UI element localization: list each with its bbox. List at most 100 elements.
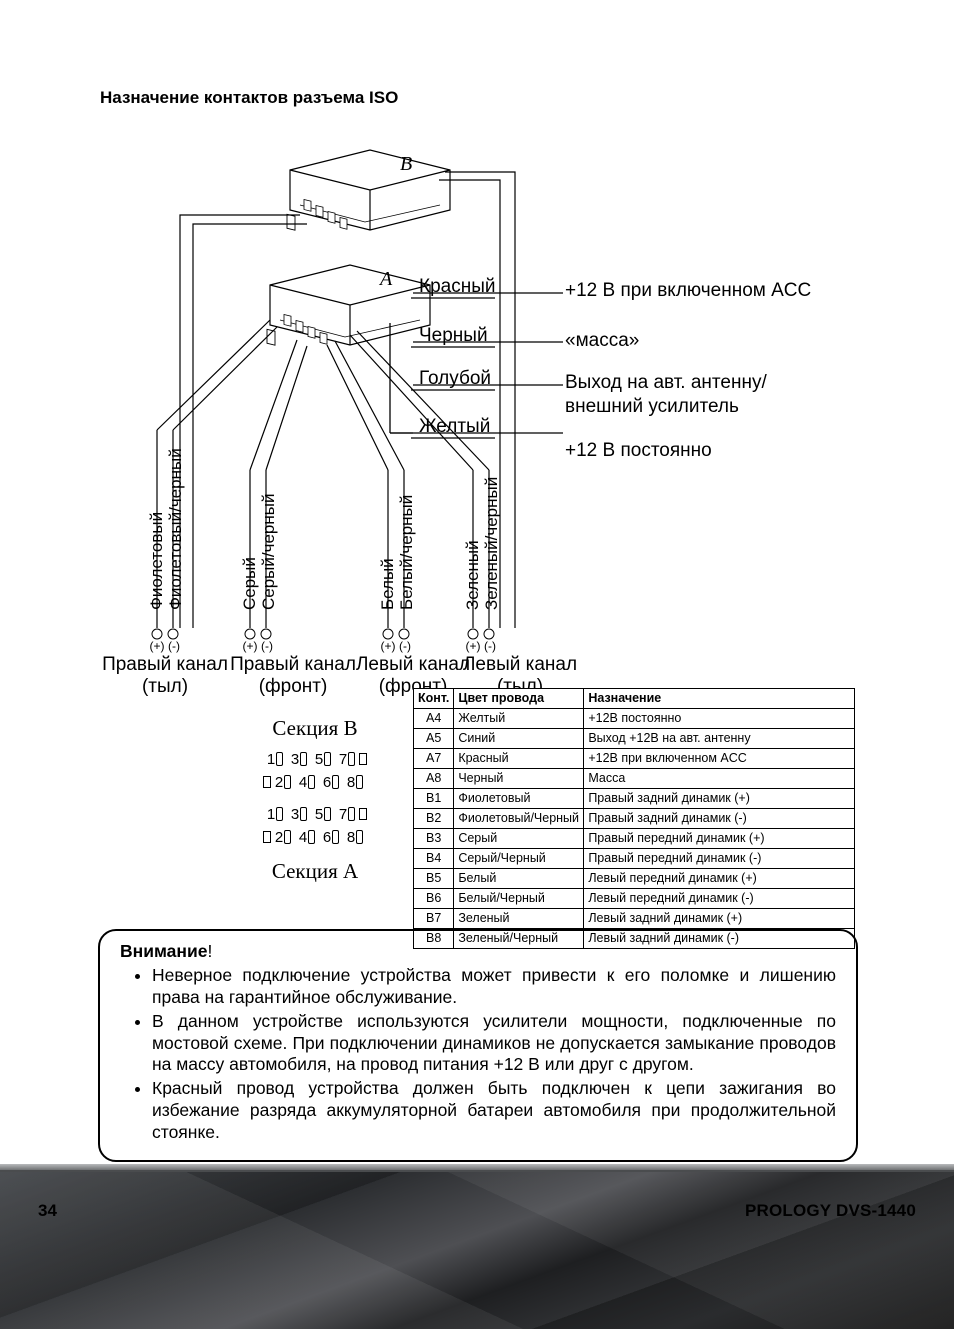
svg-text:(-): (-)	[484, 639, 496, 653]
cell-color: Зеленый	[454, 909, 584, 929]
spk3-c1: Зеленый	[463, 540, 482, 610]
cell-func: Правый передний динамик (-)	[584, 849, 855, 869]
wire-desc-3: +12 В постоянно	[565, 440, 712, 461]
pin: 8	[343, 771, 367, 793]
table-row: B5 Белый Левый передний динамик (+)	[414, 869, 855, 889]
spk1-c2: Серый/черный	[259, 494, 278, 611]
svg-text:(+): (+)	[243, 639, 258, 653]
table-row: A7 Красный +12В при включенном ACC	[414, 749, 855, 769]
spk1-pol: (+)(-)	[243, 629, 274, 653]
section-b-label: Секция B	[235, 716, 395, 741]
pin: 5	[311, 803, 335, 825]
cell-cont: B5	[414, 869, 454, 889]
cell-color: Серый	[454, 829, 584, 849]
svg-text:(+): (+)	[150, 639, 165, 653]
spk0-c1: Фиолетовый	[147, 512, 166, 610]
spk2-n1: Левый канал	[356, 654, 470, 675]
wire-desc-2-l1: Выход на авт. антенну/	[565, 372, 767, 393]
table-row: A5 Синий Выход +12В на авт. антенну	[414, 729, 855, 749]
cell-cont: A8	[414, 769, 454, 789]
pin: 1	[263, 748, 287, 770]
pin: 1	[263, 803, 287, 825]
svg-text:(-): (-)	[261, 639, 273, 653]
warning-item: Неверное подключение устройства может пр…	[152, 965, 836, 1009]
pin: 2	[271, 826, 295, 848]
cell-func: +12В постоянно	[584, 709, 855, 729]
wire-color-table: Конт. Цвет провода Назначение A4 Желтый …	[413, 688, 855, 949]
spk2-c1: Белый	[378, 558, 397, 610]
svg-text:(-): (-)	[399, 639, 411, 653]
warning-item: В данном устройстве используются усилите…	[152, 1011, 836, 1077]
pin: 4	[295, 826, 319, 848]
pin: 2	[271, 771, 295, 793]
cell-color: Желтый	[454, 709, 584, 729]
svg-text:(+): (+)	[381, 639, 396, 653]
cell-color: Фиолетовый	[454, 789, 584, 809]
pin: 6	[319, 771, 343, 793]
spk1-c1: Серый	[240, 557, 259, 610]
spk2-pol: (+)(-)	[381, 629, 412, 653]
cell-color: Белый	[454, 869, 584, 889]
cell-func: Масса	[584, 769, 855, 789]
page-title: Назначение контактов разъема ISO	[100, 88, 859, 108]
table-row: A8 Черный Масса	[414, 769, 855, 789]
cell-color: Синий	[454, 729, 584, 749]
table-row: B4 Серый/Черный Правый передний динамик …	[414, 849, 855, 869]
cell-color: Красный	[454, 749, 584, 769]
svg-text:A: A	[378, 268, 393, 290]
pin: 5	[311, 748, 335, 770]
cell-color: Черный	[454, 769, 584, 789]
table-row: B7 Зеленый Левый задний динамик (+)	[414, 909, 855, 929]
pin: 8	[343, 826, 367, 848]
svg-text:(-): (-)	[168, 639, 180, 653]
pin: 6	[319, 826, 343, 848]
cell-cont: B4	[414, 849, 454, 869]
section-a-label: Секция A	[235, 859, 395, 884]
pin: 3	[287, 748, 311, 770]
table-row: B2 Фиолетовый/Черный Правый задний динам…	[414, 809, 855, 829]
cell-color: Фиолетовый/Черный	[454, 809, 584, 829]
table-row: B6 Белый/Черный Левый передний динамик (…	[414, 889, 855, 909]
cell-cont: B7	[414, 909, 454, 929]
cell-cont: A7	[414, 749, 454, 769]
cell-cont: A4	[414, 709, 454, 729]
table-row: A4 Желтый +12В постоянно	[414, 709, 855, 729]
spk0-n1: Правый канал	[102, 654, 228, 675]
cell-func: Левый передний динамик (+)	[584, 869, 855, 889]
page-number: 34	[38, 1201, 57, 1221]
pin: 3	[287, 803, 311, 825]
th-cont: Конт.	[414, 689, 454, 709]
spk2-c2: Белый/черный	[397, 495, 416, 610]
spk3-n1: Левый канал	[463, 654, 577, 675]
pin: 4	[295, 771, 319, 793]
spk0-c2: Фиолетовый/черный	[166, 448, 185, 610]
cell-color: Серый/Черный	[454, 849, 584, 869]
svg-text:B: B	[400, 153, 412, 175]
model-label: PROLOGY DVS-1440	[745, 1201, 916, 1221]
page-footer	[0, 1164, 954, 1329]
pin: 7	[335, 748, 359, 770]
cell-cont: B1	[414, 789, 454, 809]
svg-text:(+): (+)	[466, 639, 481, 653]
spk0-n2: (тыл)	[142, 676, 188, 697]
section-pin-block: Секция B 1 3 5 7 2 4 6 8 1 3 5 7 2 4 6 8…	[235, 712, 395, 888]
cell-cont: B2	[414, 809, 454, 829]
spk3-c2: Зеленый/черный	[482, 477, 501, 610]
cell-color: Белый/Черный	[454, 889, 584, 909]
wire-desc-0: +12 В при включенном ACC	[565, 280, 811, 301]
spk1-n1: Правый канал	[230, 654, 356, 675]
iso-diagram: B A	[95, 120, 855, 700]
wire-color-0: Красный	[419, 276, 495, 297]
wire-desc-2-l2: внешний усилитель	[565, 396, 739, 417]
wire-color-1: Черный	[419, 325, 488, 346]
wire-desc-1: «масса»	[565, 330, 639, 351]
cell-func: Левый передний динамик (-)	[584, 889, 855, 909]
cell-cont: B3	[414, 829, 454, 849]
spk1-n2: (фронт)	[259, 676, 328, 697]
table-row: B1 Фиолетовый Правый задний динамик (+)	[414, 789, 855, 809]
spk0-pol: (+)(-)	[150, 629, 181, 653]
cell-func: Правый задний динамик (-)	[584, 809, 855, 829]
pin: 7	[335, 803, 359, 825]
cell-func: Выход +12В на авт. антенну	[584, 729, 855, 749]
warning-excl: !	[207, 941, 212, 961]
